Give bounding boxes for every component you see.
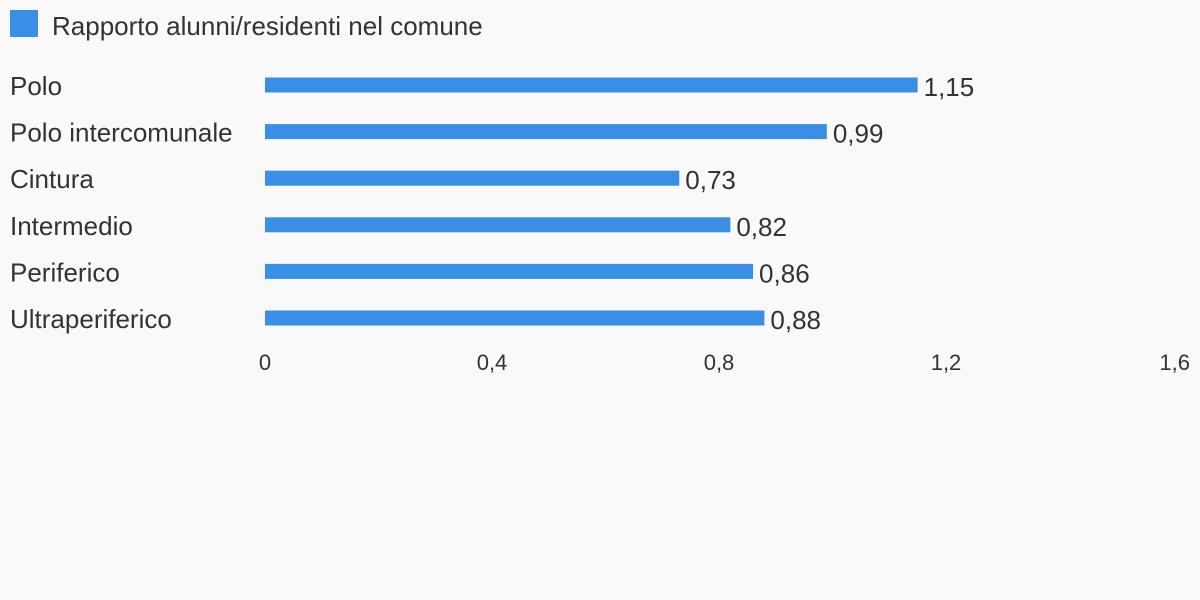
category-label: Cintura: [10, 164, 94, 194]
value-label: 0,99: [833, 119, 884, 149]
x-tick-label: 1,2: [931, 350, 962, 375]
value-label: 0,88: [770, 305, 821, 335]
bar: [265, 77, 918, 93]
bars: [265, 77, 918, 326]
bar: [265, 310, 765, 326]
bar: [265, 217, 731, 233]
bar: [265, 170, 680, 186]
x-tick-label: 0,8: [704, 350, 735, 375]
legend-series-name: Rapporto alunni/residenti nel comune: [52, 11, 483, 41]
value-label: 0,82: [736, 212, 787, 242]
category-labels: Polo Polo intercomunale Cintura Intermedio P…: [10, 71, 233, 334]
category-label: Periferico: [10, 257, 120, 287]
value-labels: 1,15 0,99 0,730,82 0,86 0,88: [685, 72, 974, 335]
value-label: 0,86: [759, 258, 810, 288]
bar: [265, 124, 827, 140]
x-tick-label: 0,4: [477, 350, 508, 375]
category-label: Ultraperiferico: [10, 304, 172, 334]
value-label: 1,15: [924, 72, 975, 102]
category-label: Polo: [10, 71, 62, 101]
category-label: Polo intercomunale: [10, 118, 233, 148]
legend-swatch: [10, 10, 38, 37]
bar: [265, 263, 754, 279]
x-tick-label: 1,6: [1159, 350, 1190, 375]
category-label: Intermedio: [10, 211, 133, 241]
legend: Rapporto alunni/residenti nel comune: [10, 10, 483, 41]
x-tick-label: 0: [259, 350, 271, 375]
value-label: 0,73: [685, 165, 736, 195]
x-axis: 0 0,4 0,8 1,2 1,6: [259, 350, 1190, 375]
